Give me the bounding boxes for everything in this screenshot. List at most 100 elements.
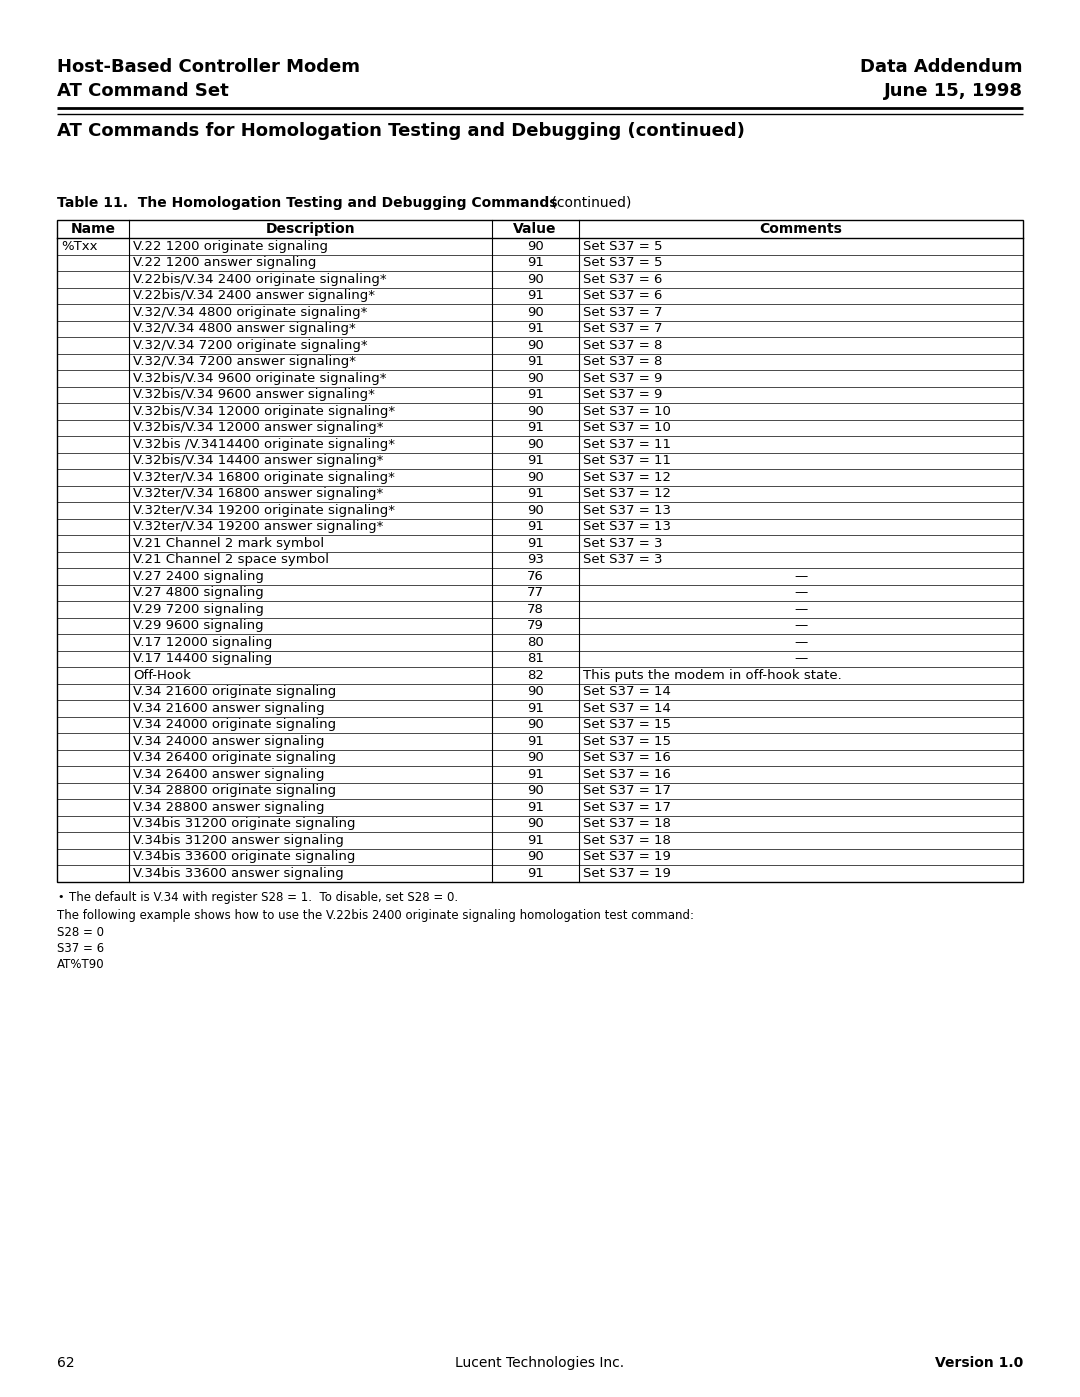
Text: AT%T90: AT%T90: [57, 957, 105, 971]
Text: V.29 7200 signaling: V.29 7200 signaling: [134, 602, 265, 616]
Text: 91: 91: [527, 454, 543, 467]
Text: 76: 76: [527, 570, 543, 583]
Text: •: •: [57, 891, 64, 901]
Text: V.17 14400 signaling: V.17 14400 signaling: [134, 652, 272, 665]
Text: 90: 90: [527, 851, 543, 863]
Text: June 15, 1998: June 15, 1998: [885, 82, 1023, 101]
Text: Set S37 = 10: Set S37 = 10: [582, 422, 671, 434]
Text: Set S37 = 8: Set S37 = 8: [582, 355, 662, 369]
Text: 91: 91: [527, 355, 543, 369]
Text: V.32bis/V.34 14400 answer signaling*: V.32bis/V.34 14400 answer signaling*: [134, 454, 383, 467]
Text: %Txx: %Txx: [60, 240, 97, 253]
Text: V.22bis/V.34 2400 answer signaling*: V.22bis/V.34 2400 answer signaling*: [134, 289, 376, 302]
Text: V.21 Channel 2 space symbol: V.21 Channel 2 space symbol: [134, 553, 329, 566]
Text: 91: 91: [527, 800, 543, 813]
Text: Set S37 = 6: Set S37 = 6: [582, 289, 662, 302]
Text: Table 11.  The Homologation Testing and Debugging Commands: Table 11. The Homologation Testing and D…: [57, 196, 557, 210]
Text: V.34bis 33600 answer signaling: V.34bis 33600 answer signaling: [134, 866, 345, 880]
Text: Set S37 = 3: Set S37 = 3: [582, 536, 662, 550]
Text: Name: Name: [70, 222, 116, 236]
Text: Set S37 = 9: Set S37 = 9: [582, 388, 662, 401]
Text: Set S37 = 14: Set S37 = 14: [582, 701, 671, 715]
Text: Set S37 = 19: Set S37 = 19: [582, 851, 671, 863]
Text: 91: 91: [527, 701, 543, 715]
Text: —: —: [794, 619, 808, 633]
Text: 91: 91: [527, 256, 543, 270]
Text: 90: 90: [527, 372, 543, 384]
Text: V.22 1200 answer signaling: V.22 1200 answer signaling: [134, 256, 316, 270]
Text: —: —: [794, 602, 808, 616]
Text: Description: Description: [266, 222, 355, 236]
Text: V.34bis 33600 originate signaling: V.34bis 33600 originate signaling: [134, 851, 355, 863]
Text: Set S37 = 19: Set S37 = 19: [582, 866, 671, 880]
Text: V.32bis/V.34 9600 originate signaling*: V.32bis/V.34 9600 originate signaling*: [134, 372, 387, 384]
Text: V.34 26400 answer signaling: V.34 26400 answer signaling: [134, 768, 325, 781]
Text: Set S37 = 15: Set S37 = 15: [582, 718, 671, 731]
Text: Set S37 = 14: Set S37 = 14: [582, 686, 671, 698]
Text: Set S37 = 18: Set S37 = 18: [582, 834, 671, 847]
Text: Lucent Technologies Inc.: Lucent Technologies Inc.: [456, 1356, 624, 1370]
Text: 81: 81: [527, 652, 543, 665]
Text: V.32ter/V.34 16800 originate signaling*: V.32ter/V.34 16800 originate signaling*: [134, 471, 395, 483]
Text: 91: 91: [527, 422, 543, 434]
Text: Set S37 = 17: Set S37 = 17: [582, 784, 671, 798]
Text: 91: 91: [527, 768, 543, 781]
Text: Set S37 = 7: Set S37 = 7: [582, 323, 662, 335]
Text: (continued): (continued): [546, 196, 632, 210]
Text: 78: 78: [527, 602, 543, 616]
Text: Set S37 = 13: Set S37 = 13: [582, 504, 671, 517]
Text: Set S37 = 5: Set S37 = 5: [582, 256, 662, 270]
Text: Version 1.0: Version 1.0: [935, 1356, 1023, 1370]
Text: 91: 91: [527, 289, 543, 302]
Text: V.32/V.34 7200 originate signaling*: V.32/V.34 7200 originate signaling*: [134, 338, 368, 352]
Text: V.32/V.34 4800 answer signaling*: V.32/V.34 4800 answer signaling*: [134, 323, 356, 335]
Text: The default is V.34 with register S28 = 1.  To disable, set S28 = 0.: The default is V.34 with register S28 = …: [69, 891, 458, 904]
Text: 90: 90: [527, 272, 543, 286]
Text: Data Addendum: Data Addendum: [861, 59, 1023, 75]
Text: —: —: [794, 636, 808, 648]
Text: 91: 91: [527, 866, 543, 880]
Text: Set S37 = 6: Set S37 = 6: [582, 272, 662, 286]
Text: 91: 91: [527, 520, 543, 534]
Text: V.32bis/V.34 9600 answer signaling*: V.32bis/V.34 9600 answer signaling*: [134, 388, 376, 401]
Text: Set S37 = 5: Set S37 = 5: [582, 240, 662, 253]
Text: V.22bis/V.34 2400 originate signaling*: V.22bis/V.34 2400 originate signaling*: [134, 272, 387, 286]
Text: V.32ter/V.34 19200 answer signaling*: V.32ter/V.34 19200 answer signaling*: [134, 520, 383, 534]
Text: AT Command Set: AT Command Set: [57, 82, 229, 101]
Text: V.34 21600 originate signaling: V.34 21600 originate signaling: [134, 686, 337, 698]
Text: 90: 90: [527, 471, 543, 483]
Text: Value: Value: [513, 222, 557, 236]
Text: 90: 90: [527, 437, 543, 451]
Text: 91: 91: [527, 834, 543, 847]
Text: V.34 24000 answer signaling: V.34 24000 answer signaling: [134, 735, 325, 747]
Text: 80: 80: [527, 636, 543, 648]
Text: 90: 90: [527, 752, 543, 764]
Text: V.34bis 31200 answer signaling: V.34bis 31200 answer signaling: [134, 834, 345, 847]
Text: V.34 24000 originate signaling: V.34 24000 originate signaling: [134, 718, 337, 731]
Text: Set S37 = 11: Set S37 = 11: [582, 454, 671, 467]
Text: 90: 90: [527, 817, 543, 830]
Bar: [57, 219, 1023, 882]
Text: 62: 62: [57, 1356, 75, 1370]
Text: 91: 91: [527, 536, 543, 550]
Text: 79: 79: [527, 619, 543, 633]
Text: 90: 90: [527, 240, 543, 253]
Text: Set S37 = 13: Set S37 = 13: [582, 520, 671, 534]
Text: Set S37 = 15: Set S37 = 15: [582, 735, 671, 747]
Text: V.21 Channel 2 mark symbol: V.21 Channel 2 mark symbol: [134, 536, 325, 550]
Text: 90: 90: [527, 718, 543, 731]
Text: 90: 90: [527, 306, 543, 319]
Text: 91: 91: [527, 488, 543, 500]
Text: V.27 2400 signaling: V.27 2400 signaling: [134, 570, 265, 583]
Text: V.27 4800 signaling: V.27 4800 signaling: [134, 587, 265, 599]
Text: 90: 90: [527, 784, 543, 798]
Text: —: —: [794, 570, 808, 583]
Text: V.32/V.34 4800 originate signaling*: V.32/V.34 4800 originate signaling*: [134, 306, 368, 319]
Text: 91: 91: [527, 388, 543, 401]
Text: 90: 90: [527, 405, 543, 418]
Text: 91: 91: [527, 735, 543, 747]
Text: Set S37 = 16: Set S37 = 16: [582, 768, 671, 781]
Text: V.17 12000 signaling: V.17 12000 signaling: [134, 636, 273, 648]
Text: Set S37 = 9: Set S37 = 9: [582, 372, 662, 384]
Text: Set S37 = 3: Set S37 = 3: [582, 553, 662, 566]
